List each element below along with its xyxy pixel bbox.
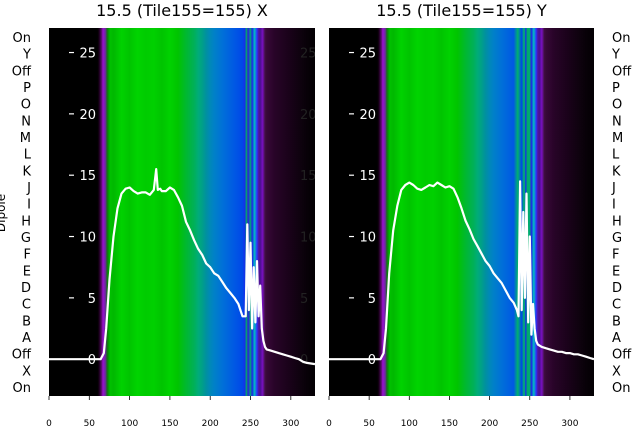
panel1-row-label: O <box>21 98 31 113</box>
panel2-row-label: D <box>612 281 622 296</box>
panel1-row-label: F <box>24 248 31 263</box>
panel2-overlay-tick-label: 15 <box>359 169 376 184</box>
panel1-overlay-right-tick-label: 0 <box>300 353 308 368</box>
panel2-row-label: J <box>611 181 616 196</box>
panel2-row-label: E <box>612 264 620 279</box>
panel1-row-label: M <box>20 131 31 146</box>
panel1-y-axis-label: Dipole <box>0 194 8 232</box>
panel1-overlay-line <box>49 168 316 366</box>
panel2-row-label: Y <box>611 48 620 63</box>
panel2-x-tick-label: 200 <box>481 419 498 429</box>
panel2-row-label: On <box>612 31 630 46</box>
panel2-row-label: M <box>612 131 623 146</box>
panel1-overlay-tick-label: 10 <box>79 231 96 246</box>
panel2-row-label: P <box>612 81 620 96</box>
panel2-row-label: A <box>612 331 621 346</box>
panel1-overlay-tick-label: 25 <box>79 47 96 62</box>
panel1-row-label: P <box>23 81 31 96</box>
panel1-row-label: E <box>23 264 31 279</box>
panel1-row-label: Y <box>22 48 31 63</box>
panel2-overlay-line <box>329 180 595 361</box>
panel1-overlay-right-tick-label: 15 <box>300 169 317 184</box>
panel1-row-label: On <box>13 381 31 396</box>
panel1-row-label: I <box>27 198 31 213</box>
panel2-overlay-tick-label: 0 <box>368 353 376 368</box>
panel1-row-label: H <box>21 214 31 229</box>
panel1-overlay-right-tick-label: 5 <box>300 292 308 307</box>
panel2-x-tick-label: 100 <box>401 419 418 429</box>
panel1-row-label: L <box>24 148 32 163</box>
panel1-row-label: A <box>22 331 31 346</box>
panel2-x-tick-label: 150 <box>441 419 458 429</box>
panel1-row-label: J <box>26 181 31 196</box>
panel2-row-label: B <box>612 314 621 329</box>
panel2-overlay-tick-label: 5 <box>368 292 376 307</box>
panel1-x-tick-label: 0 <box>46 419 52 429</box>
panel2-row-label: Off <box>612 348 632 363</box>
panel2-row-label: L <box>612 148 620 163</box>
panel1-row-label: C <box>22 298 31 313</box>
panel2-row-label: N <box>612 114 622 129</box>
panel1-x-tick-label: 200 <box>202 419 219 429</box>
panel1-x-tick-label: 50 <box>84 419 96 429</box>
panel2-x-tick-label: 0 <box>326 419 332 429</box>
panel1-x-tick-label: 150 <box>161 419 178 429</box>
panel1-row-label: Off <box>12 348 32 363</box>
panel2-title: 15.5 (Tile155=155) Y <box>376 1 547 20</box>
panel1-row-label: B <box>22 314 31 329</box>
panel2-row-label: X <box>612 364 621 379</box>
panel2-row-label: K <box>612 164 621 179</box>
panel1: 15.5 (Tile155=155) X0 50 100 150 200 250 300On… <box>0 1 317 429</box>
panel1-row-label: G <box>21 231 31 246</box>
panel2-row-label: O <box>612 98 622 113</box>
panel1-title: 15.5 (Tile155=155) X <box>96 1 268 20</box>
panel2-row-label: F <box>612 248 619 263</box>
panel1-x-tick-label: 100 <box>121 419 138 429</box>
panel2-row-label: On <box>612 381 630 396</box>
panel1-row-label: D <box>21 281 31 296</box>
panel2-x-tick-label: 300 <box>561 419 578 429</box>
panel2: 15.5 (Tile155=155) Y0 50 100 150 200 250 300On… <box>326 1 632 429</box>
panel1-row-label: K <box>22 164 31 179</box>
panel2-row-label: C <box>612 298 621 313</box>
panel1-overlay-tick-label: 0 <box>88 353 96 368</box>
panel1-row-label: X <box>22 364 31 379</box>
panel2-row-label: I <box>612 198 616 213</box>
panel2-heatmap <box>329 28 594 396</box>
panel2-overlay-tick-label: 10 <box>359 231 376 246</box>
panel1-row-label: N <box>21 114 31 129</box>
panel2-overlay-tick-label: 20 <box>359 108 376 123</box>
panel-gap <box>315 28 329 396</box>
panel1-row-label: On <box>13 31 31 46</box>
panel2-x-tick-label: 250 <box>521 419 538 429</box>
panel2-row-label: G <box>612 231 622 246</box>
panel1-row-label: Off <box>12 64 32 79</box>
panel1-overlay-right-tick-label: 25 <box>300 47 317 62</box>
panel1-overlay-tick-label: 5 <box>88 292 96 307</box>
panel1-overlay-right-tick-label: 10 <box>300 231 317 246</box>
panel1-overlay-tick-label: 20 <box>79 108 96 123</box>
panel2-overlay-tick-label: 25 <box>359 47 376 62</box>
panel1-x-tick-label: 300 <box>282 419 299 429</box>
panel1-x-tick-label: 250 <box>242 419 259 429</box>
panel1-overlay-tick-label: 15 <box>79 169 96 184</box>
panel2-x-tick-label: 50 <box>363 419 375 429</box>
panel1-overlay-right-tick-label: 20 <box>300 108 317 123</box>
panel1-heatmap <box>49 28 315 396</box>
panel2-row-label: H <box>612 214 622 229</box>
panel2-row-label: Off <box>612 64 632 79</box>
